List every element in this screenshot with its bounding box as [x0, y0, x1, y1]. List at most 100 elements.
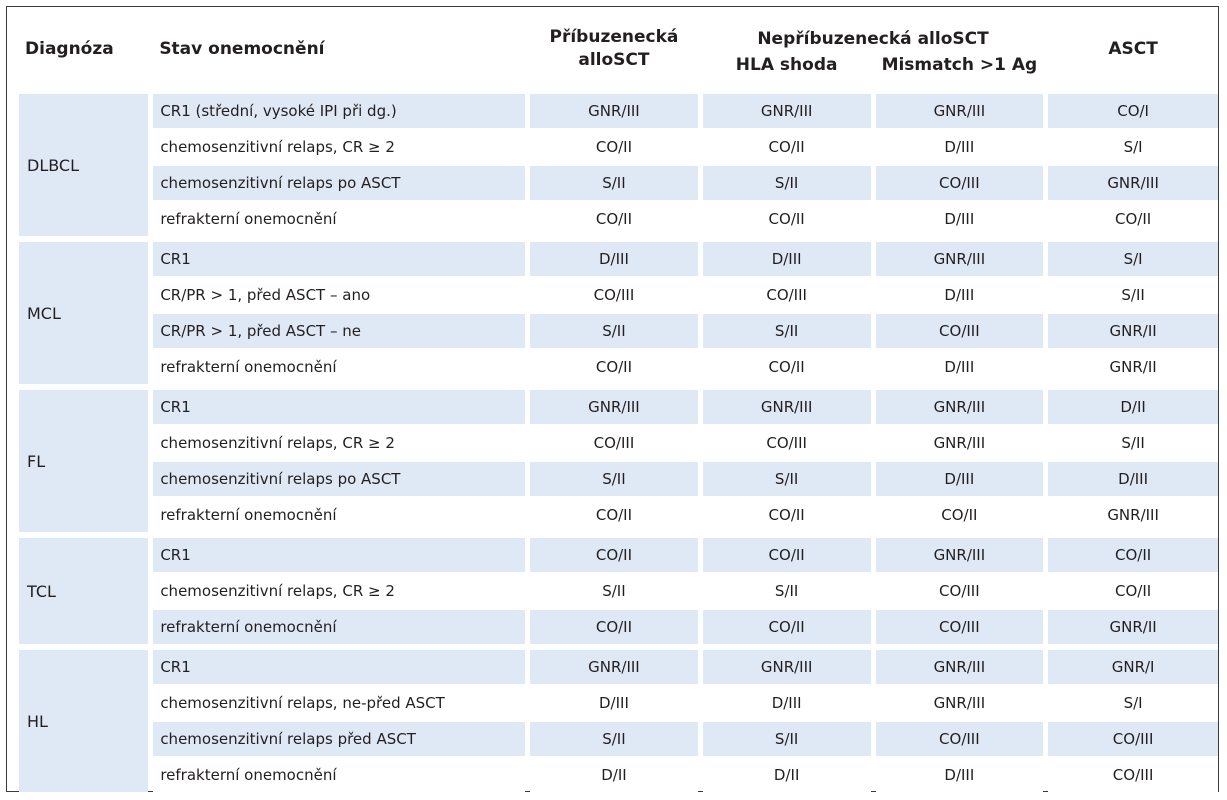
asct-cell: CO/II — [1048, 574, 1218, 610]
hla-shoda-cell: GNR/III — [702, 390, 871, 426]
mismatch-cell: D/III — [875, 130, 1044, 166]
diagnosis-cell: DLBCL — [19, 94, 149, 238]
asct-cell: CO/III — [1048, 758, 1218, 794]
diagnosis-cell: FL — [19, 390, 149, 534]
table-row: refrakterní onemocnění CO/II CO/II CO/III GN… — [19, 610, 1218, 646]
pribuzenecka-cell: CO/II — [530, 202, 698, 238]
mismatch-cell: CO/III — [875, 574, 1044, 610]
hla-shoda-cell: D/II — [702, 758, 871, 794]
header-stav-onemocneni: Stav onemocnění — [153, 13, 526, 85]
header-asct: ASCT — [1048, 13, 1218, 85]
hla-shoda-cell: CO/III — [702, 278, 871, 314]
table-row: TCL CR1 CO/II CO/II GNR/III CO/II — [19, 538, 1218, 646]
pribuzenecka-cell: GNR/III — [530, 390, 698, 426]
table-row: chemosenzitivní relaps po ASCT S/II S/II CO… — [19, 166, 1218, 202]
pribuzenecka-cell: CO/III — [530, 278, 698, 314]
asct-cell: GNR/I — [1048, 650, 1218, 686]
hla-shoda-cell: CO/II — [702, 538, 871, 574]
stav-cell: CR1 — [153, 538, 526, 574]
table-row: CR/PR > 1, před ASCT – ne S/II S/II CO/III G… — [19, 314, 1218, 350]
diagnosis-cell: TCL — [19, 538, 149, 646]
stav-cell: chemosenzitivní relaps, CR ≥ 2 — [153, 426, 526, 462]
asct-cell: CO/III — [1048, 722, 1218, 758]
mismatch-cell: D/III — [875, 350, 1044, 386]
header-mismatch: Mismatch >1 Ag — [875, 51, 1044, 85]
mismatch-cell: D/III — [875, 278, 1044, 314]
header-diagnoza: Diagnóza — [19, 13, 149, 85]
group-gap — [19, 238, 1218, 242]
diagnosis-cell: MCL — [19, 242, 149, 386]
mismatch-cell: CO/III — [875, 610, 1044, 646]
stav-cell: chemosenzitivní relaps po ASCT — [153, 462, 526, 498]
table-row: refrakterní onemocnění CO/II CO/II CO/II GNR… — [19, 498, 1218, 534]
asct-cell: S/I — [1048, 686, 1218, 722]
group-gap — [19, 386, 1218, 390]
hla-shoda-cell: S/II — [702, 574, 871, 610]
hla-shoda-cell: CO/II — [702, 350, 871, 386]
stav-cell: chemosenzitivní relaps před ASCT — [153, 722, 526, 758]
pribuzenecka-cell: S/II — [530, 574, 698, 610]
pribuzenecka-cell: S/II — [530, 166, 698, 202]
pribuzenecka-cell: CO/II — [530, 498, 698, 534]
stav-cell: CR1 — [153, 390, 526, 426]
pribuzenecka-cell: CO/III — [530, 426, 698, 462]
asct-cell: GNR/III — [1048, 498, 1218, 534]
table-row: refrakterní onemocnění CO/II CO/II D/III GNR… — [19, 350, 1218, 386]
stav-cell: refrakterní onemocnění — [153, 350, 526, 386]
mismatch-cell: GNR/III — [875, 650, 1044, 686]
asct-cell: GNR/III — [1048, 166, 1218, 202]
hla-shoda-cell: S/II — [702, 722, 871, 758]
pribuzenecka-cell: GNR/III — [530, 650, 698, 686]
group-gap — [19, 534, 1218, 538]
table-header: Diagnóza Stav onemocnění Příbuzenecká al… — [19, 13, 1218, 94]
stav-cell: refrakterní onemocnění — [153, 758, 526, 794]
hla-shoda-cell: S/II — [702, 314, 871, 350]
hla-shoda-cell: GNR/III — [702, 94, 871, 130]
transplant-indication-table: Diagnóza Stav onemocnění Příbuzenecká al… — [14, 13, 1223, 794]
asct-cell: CO/II — [1048, 538, 1218, 574]
pribuzenecka-cell: D/II — [530, 758, 698, 794]
table-row: MCL CR1 D/III D/III GNR/III S/I — [19, 242, 1218, 386]
hla-shoda-cell: CO/II — [702, 202, 871, 238]
stav-cell: CR1 — [153, 242, 526, 278]
table-row: chemosenzitivní relaps před ASCT S/II S/II… — [19, 722, 1218, 758]
diagnosis-cell: HL — [19, 650, 149, 794]
asct-cell: CO/II — [1048, 202, 1218, 238]
hla-shoda-cell: S/II — [702, 166, 871, 202]
pribuzenecka-cell: S/II — [530, 722, 698, 758]
mismatch-cell: CO/III — [875, 314, 1044, 350]
table-row: chemosenzitivní relaps, CR ≥ 2 CO/II CO/II… — [19, 130, 1218, 166]
pribuzenecka-cell: CO/II — [530, 610, 698, 646]
stav-cell: refrakterní onemocnění — [153, 498, 526, 534]
pribuzenecka-cell: CO/II — [530, 538, 698, 574]
hla-shoda-cell: S/II — [702, 462, 871, 498]
asct-cell: GNR/II — [1048, 314, 1218, 350]
asct-cell: S/II — [1048, 426, 1218, 462]
mismatch-cell: D/III — [875, 758, 1044, 794]
table-row: refrakterní onemocnění D/II D/II D/III CO/II… — [19, 758, 1218, 794]
pribuzenecka-cell: D/III — [530, 242, 698, 278]
stav-cell: refrakterní onemocnění — [153, 202, 526, 238]
table-body: DLBCL CR1 (střední, vysoké IPI při dg.) GN… — [19, 94, 1218, 794]
mismatch-cell: GNR/III — [875, 686, 1044, 722]
mismatch-cell: GNR/III — [875, 426, 1044, 462]
pribuzenecka-cell: S/II — [530, 314, 698, 350]
asct-cell: S/II — [1048, 278, 1218, 314]
hla-shoda-cell: CO/II — [702, 498, 871, 534]
pribuzenecka-cell: GNR/III — [530, 94, 698, 130]
hla-shoda-cell: D/III — [702, 686, 871, 722]
stav-cell: CR1 (střední, vysoké IPI při dg.) — [153, 94, 526, 130]
table-row: chemosenzitivní relaps, ne-před ASCT D/II… — [19, 686, 1218, 722]
table-row: CR/PR > 1, před ASCT – ano CO/III CO/III D/… — [19, 278, 1218, 314]
mismatch-cell: CO/III — [875, 722, 1044, 758]
hla-shoda-cell: CO/III — [702, 426, 871, 462]
mismatch-cell: D/III — [875, 462, 1044, 498]
pribuzenecka-cell: CO/II — [530, 350, 698, 386]
table-row: chemosenzitivní relaps po ASCT S/II S/II D/… — [19, 462, 1218, 498]
stav-cell: chemosenzitivní relaps, CR ≥ 2 — [153, 574, 526, 610]
mismatch-cell: GNR/III — [875, 242, 1044, 278]
stav-cell: CR/PR > 1, před ASCT – ne — [153, 314, 526, 350]
mismatch-cell: GNR/III — [875, 390, 1044, 426]
asct-cell: GNR/II — [1048, 610, 1218, 646]
stav-cell: refrakterní onemocnění — [153, 610, 526, 646]
